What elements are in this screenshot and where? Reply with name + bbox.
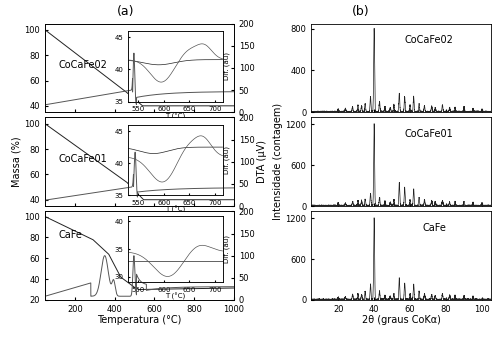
- Text: CoCaFe02: CoCaFe02: [405, 35, 453, 45]
- Y-axis label: Dif. (au): Dif. (au): [224, 146, 230, 174]
- Text: (a): (a): [117, 5, 134, 18]
- Y-axis label: Dif. (au): Dif. (au): [224, 235, 230, 263]
- X-axis label: Temperatura (°C): Temperatura (°C): [97, 315, 182, 325]
- Y-axis label: Dif. (au): Dif. (au): [224, 52, 230, 80]
- Text: CaFe: CaFe: [423, 223, 446, 233]
- Y-axis label: Massa (%): Massa (%): [12, 136, 22, 187]
- Text: CaFe: CaFe: [58, 230, 82, 240]
- Y-axis label: Intensidade (contagem): Intensidade (contagem): [273, 103, 283, 220]
- X-axis label: 2θ (graus CoKα): 2θ (graus CoKα): [362, 315, 440, 325]
- Text: (b): (b): [352, 5, 370, 18]
- Text: CoCaFe01: CoCaFe01: [405, 129, 453, 139]
- Text: CoCaFe01: CoCaFe01: [58, 154, 107, 164]
- Text: CoCaFe02: CoCaFe02: [58, 60, 107, 70]
- Y-axis label: DTA (μV): DTA (μV): [257, 140, 267, 183]
